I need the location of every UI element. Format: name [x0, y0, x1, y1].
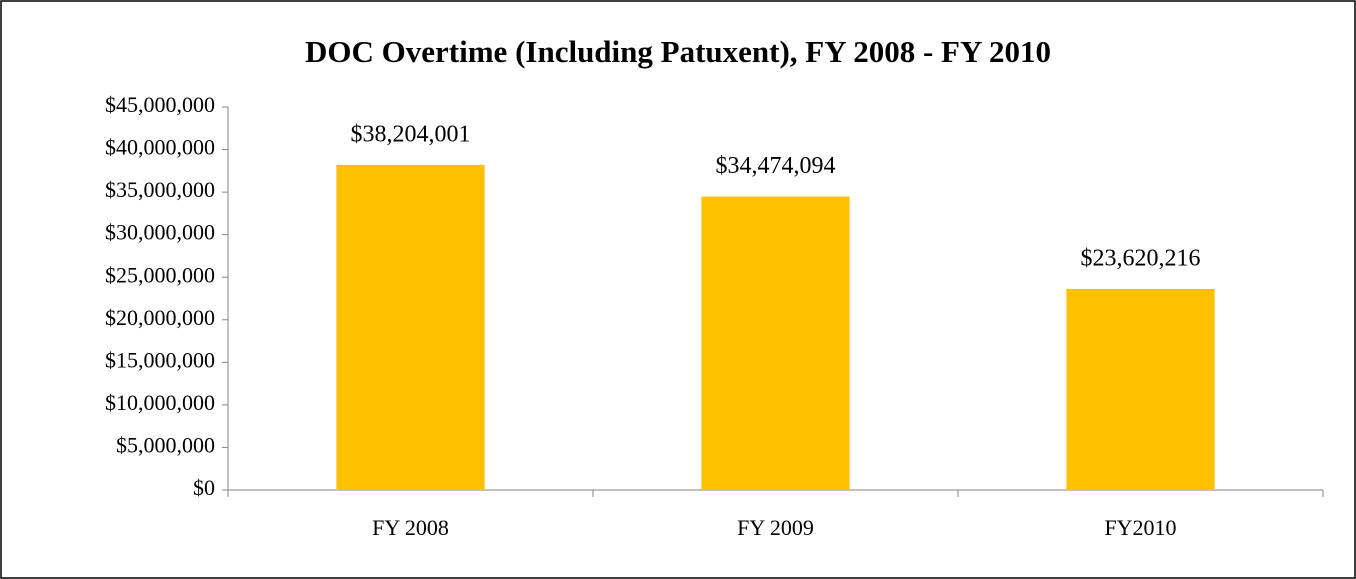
y-tick-label: $25,000,000	[105, 262, 215, 287]
chart-title: DOC Overtime (Including Patuxent), FY 20…	[305, 34, 1051, 69]
y-tick-label: $40,000,000	[105, 135, 215, 160]
bar	[336, 164, 485, 491]
data-label: $23,620,216	[1081, 245, 1201, 271]
y-tick-label: $15,000,000	[105, 347, 215, 372]
x-tick-label: FY 2008	[372, 515, 449, 540]
y-tick-label: $0	[193, 475, 215, 500]
y-tick-label: $5,000,000	[116, 432, 215, 457]
y-tick-label: $35,000,000	[105, 177, 215, 202]
bar	[1066, 288, 1215, 490]
x-tick-label: FY2010	[1104, 515, 1176, 540]
y-tick-label: $10,000,000	[105, 390, 215, 415]
y-tick-label: $45,000,000	[105, 92, 215, 117]
data-label: $38,204,001	[351, 121, 471, 147]
data-label: $34,474,094	[716, 153, 836, 179]
bar	[701, 196, 850, 490]
y-tick-label: $20,000,000	[105, 305, 215, 330]
y-tick-label: $30,000,000	[105, 220, 215, 245]
x-tick-label: FY 2009	[737, 515, 814, 540]
